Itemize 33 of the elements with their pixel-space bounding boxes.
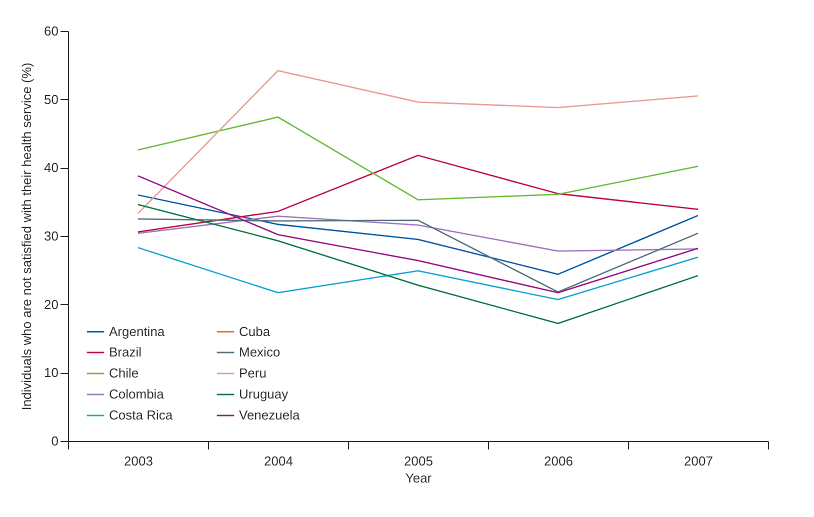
y-tick-label: 30 (44, 228, 58, 244)
line-series (137, 116, 699, 200)
y-tick-label: 40 (44, 160, 58, 176)
y-tick-label: 60 (44, 24, 58, 38)
y-tick-label: 0 (51, 434, 58, 448)
legend-label: Chile (109, 366, 139, 380)
legend-label: Cuba (239, 324, 271, 339)
y-tick-label: 50 (44, 92, 58, 107)
x-axis-title: Year (405, 470, 432, 486)
legend-label: Argentina (109, 324, 166, 339)
x-tick-label: 2006 (544, 454, 573, 468)
x-tick-label: 2005 (404, 454, 433, 468)
legend-label: Colombia (109, 386, 165, 402)
y-axis-title: Individuals who are not satisfied with their health service (%) (19, 62, 34, 410)
line-series (137, 154, 699, 233)
y-tick-label: 20 (44, 296, 58, 312)
line-series (137, 70, 699, 214)
line-series (137, 194, 699, 275)
legend-label: Peru (239, 366, 266, 380)
x-tick-label: 2003 (124, 454, 153, 468)
legend-label: Brazil (109, 344, 142, 360)
line-series (137, 246, 699, 300)
line-series (137, 215, 699, 252)
line-series (137, 175, 699, 294)
line-series (137, 204, 699, 324)
x-tick-label: 2007 (684, 454, 713, 468)
legend-label: Uruguay (239, 386, 289, 402)
y-tick-label: 10 (44, 365, 58, 380)
line-series (137, 218, 699, 293)
legend-label: Costa Rica (109, 408, 174, 422)
x-tick-label: 2004 (264, 454, 293, 468)
legend-label: Mexico (239, 344, 280, 360)
legend-label: Venezuela (239, 408, 300, 422)
